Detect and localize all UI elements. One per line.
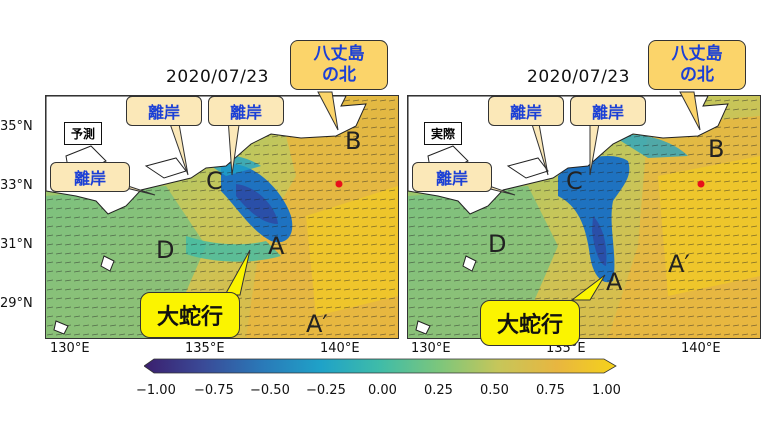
left-lat-35: 35°N xyxy=(0,119,33,134)
left-callout-large-meander: 大蛇行 xyxy=(140,292,241,338)
colorbar-tick-0: −1.00 xyxy=(136,383,176,398)
left-hachijo-line1: 八丈島 xyxy=(313,44,365,64)
colorbar-tick-3: −0.25 xyxy=(306,383,346,398)
left-tag-forecast: 予測 xyxy=(64,122,103,145)
left-lon-140: 140°E xyxy=(320,341,360,356)
colorbar xyxy=(144,358,617,374)
left-letter-A: A xyxy=(268,232,285,260)
right-callout-offshore-1: 離岸 xyxy=(488,96,564,126)
right-letter-Aprime: A′ xyxy=(668,250,690,278)
colorbar-tick-2: −0.50 xyxy=(250,383,290,398)
right-letter-A: A xyxy=(606,268,623,296)
right-hachijo-line1: 八丈島 xyxy=(671,44,723,64)
right-callout-large-meander: 大蛇行 xyxy=(480,300,581,346)
colorbar-tick-8: 1.00 xyxy=(592,383,621,398)
right-lon-140: 140°E xyxy=(681,341,721,356)
left-date: 2020/07/23 xyxy=(166,67,269,87)
left-letter-B: B xyxy=(345,127,362,155)
left-lon-130: 130°E xyxy=(50,341,90,356)
left-callout-offshore-2: 離岸 xyxy=(208,96,284,126)
left-callout-pointers xyxy=(109,91,339,296)
colorbar-tick-5: 0.25 xyxy=(424,383,453,398)
right-letter-C: C xyxy=(566,167,583,195)
right-tag-actual: 実際 xyxy=(424,122,463,145)
right-callout-hachijo-north: 八丈島 の北 xyxy=(648,40,746,90)
right-hachijo-line2: の北 xyxy=(680,65,714,85)
left-lat-31: 31°N xyxy=(0,237,33,252)
left-hachijo-line2: の北 xyxy=(322,65,356,85)
colorbar-tick-4: 0.00 xyxy=(368,383,397,398)
right-letter-B: B xyxy=(708,135,725,163)
right-letter-D: D xyxy=(488,230,507,258)
left-map xyxy=(45,95,399,339)
right-date: 2020/07/23 xyxy=(527,67,630,87)
left-map-svg xyxy=(46,96,398,338)
left-letter-C: C xyxy=(206,167,223,195)
right-callout-offshore-3: 離岸 xyxy=(412,162,492,192)
colorbar-tick-1: −0.75 xyxy=(194,383,234,398)
left-callout-offshore-3: 離岸 xyxy=(50,162,130,192)
right-lon-130: 130°E xyxy=(411,341,451,356)
left-callout-hachijo-north: 八丈島 の北 xyxy=(290,40,388,90)
left-lat-33: 33°N xyxy=(0,178,33,193)
colorbar-tick-7: 0.75 xyxy=(536,383,565,398)
left-letter-D: D xyxy=(156,236,175,264)
left-lat-29: 29°N xyxy=(0,296,33,311)
left-callout-offshore-1: 離岸 xyxy=(126,96,202,126)
colorbar-tick-6: 0.50 xyxy=(480,383,509,398)
left-letter-Aprime: A′ xyxy=(306,310,328,338)
right-callout-offshore-2: 離岸 xyxy=(570,96,646,126)
left-lon-135: 135°E xyxy=(185,341,225,356)
